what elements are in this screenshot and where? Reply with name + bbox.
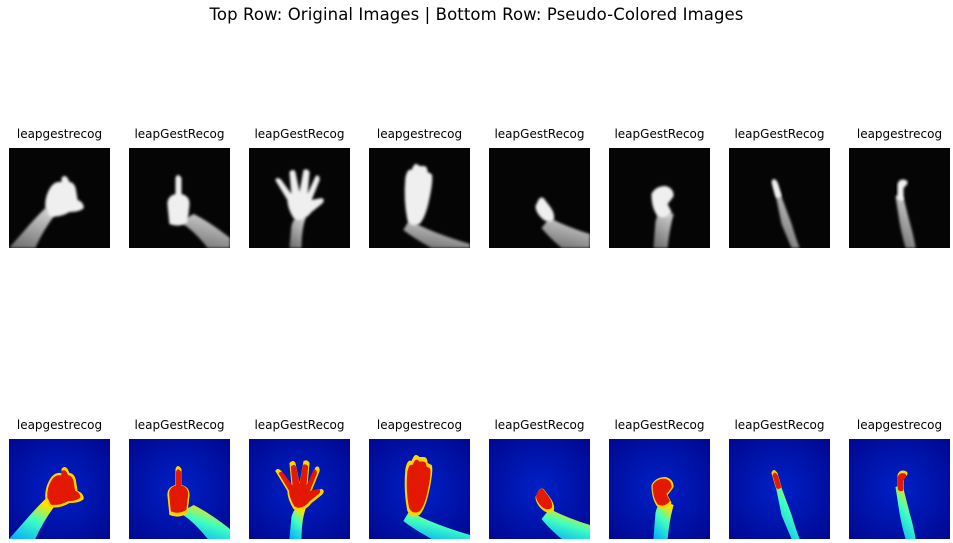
image-caption: leapGestRecog (614, 127, 705, 141)
jet-hand-image (369, 439, 470, 539)
gray-hand-image (369, 148, 470, 248)
image-caption: leapgestrecog (856, 127, 943, 141)
jet-hand-image (609, 439, 710, 539)
image-caption: leapGestRecog (734, 127, 825, 141)
image-caption: leapgestrecog (376, 127, 463, 141)
image-caption: leapgestrecog (16, 127, 103, 141)
image-caption: leapGestRecog (254, 127, 345, 141)
gray-hand-image (729, 148, 830, 248)
gray-hand-image (129, 148, 230, 248)
image-caption: leapGestRecog (494, 418, 585, 432)
gray-hand-image (9, 148, 110, 248)
figure-title: Top Row: Original Images | Bottom Row: P… (209, 5, 744, 24)
image-caption: leapgestrecog (376, 418, 463, 432)
jet-hand-image (9, 439, 110, 539)
jet-hand-image (249, 439, 350, 539)
jet-hand-image (729, 439, 830, 539)
image-caption: leapGestRecog (254, 418, 345, 432)
image-caption: leapgestrecog (16, 418, 103, 432)
jet-hand-image (489, 439, 590, 539)
pseudo-colored-images-row: leapgestrecog leapGestRecog leapGestReco… (0, 418, 953, 540)
image-caption: leapGestRecog (734, 418, 825, 432)
image-caption: leapgestrecog (856, 418, 943, 432)
gray-hand-image (849, 148, 950, 248)
image-caption: leapGestRecog (494, 127, 585, 141)
image-caption: leapGestRecog (134, 418, 225, 432)
jet-hand-image (129, 439, 230, 539)
gray-hand-image (609, 148, 710, 248)
image-caption: leapGestRecog (614, 418, 705, 432)
original-images-row: leapgestrecog leapGestRecog leapGestReco… (0, 127, 953, 249)
gray-hand-image (489, 148, 590, 248)
jet-hand-image (849, 439, 950, 539)
gray-hand-image (249, 148, 350, 248)
image-caption: leapGestRecog (134, 127, 225, 141)
